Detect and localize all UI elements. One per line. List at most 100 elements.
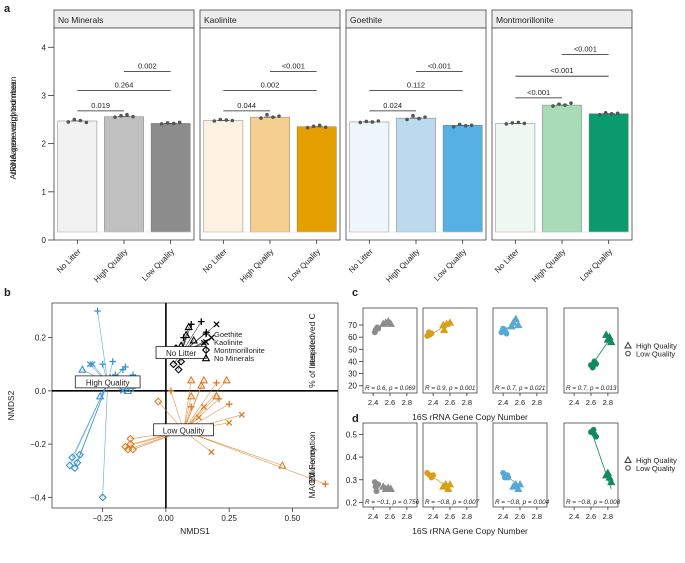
panel-a-point (177, 120, 182, 125)
panel-a-pvalue: 0.024 (383, 101, 402, 110)
panel-a-bar (495, 123, 536, 233)
panel-d-stat: R = −0.1, p = 0.756 (365, 499, 420, 506)
panel-b-spider-line (102, 382, 108, 498)
panel-b-point (212, 391, 221, 400)
panel-d-point-high (607, 477, 616, 486)
panel-b-point (322, 480, 329, 488)
panel-c-ytick-label: 20 (348, 382, 357, 391)
panel-a-xtick-label: Low Quality (432, 247, 468, 283)
panel-b-spider-line (79, 382, 108, 455)
panel-a-ylabel: Abundance weighted mean (8, 76, 18, 179)
panel-b-group-label: No Litter (166, 349, 197, 358)
panel-a-strip-title: Montmorillonite (496, 15, 554, 25)
panel-d-stat: R = −0.8, p = 0.004 (495, 499, 550, 506)
panel-b-point (68, 453, 77, 462)
panel-d-facet-frame (563, 422, 619, 508)
panel-b-spider-line (183, 430, 326, 485)
panel-d-xtick-label: 2.8 (462, 512, 472, 521)
panel-label-a: a (4, 3, 11, 15)
panel-c-facet-frame (563, 307, 619, 394)
panel-d-ytick-label: 0.4 (346, 453, 358, 462)
panel-a-point (457, 122, 462, 127)
panel-b-point (98, 493, 107, 502)
panel-b-point (122, 363, 129, 371)
panel-d-xtick-label: 2.8 (402, 512, 412, 521)
panel-d-xtick-label: 2.4 (428, 512, 438, 521)
panel-b-point (189, 335, 198, 344)
panel-b-group-label-box (74, 375, 141, 389)
panel-d-point-low (430, 472, 437, 479)
panel-c-point-low (589, 364, 596, 371)
panel-a-point (259, 116, 263, 120)
panel-a-point (563, 103, 567, 107)
panel-c-point-high (607, 337, 616, 346)
panel-b-point (198, 318, 205, 325)
panel-a-pvalue: 0.002 (138, 61, 157, 70)
panel-a-point (504, 122, 509, 126)
panel-c-ylabel: % of litter-derived C (307, 313, 317, 388)
panel-a-point (551, 104, 555, 108)
panel-b-point (78, 365, 87, 373)
panel-b-group-label: Low Quality (163, 426, 205, 435)
panel-d-point-low (505, 474, 512, 481)
panel-c-stat: R = 0.9, p = 0.001 (425, 385, 475, 392)
panel-d-facet-frame (422, 422, 478, 508)
panel-c-xtick-label: 2.8 (402, 398, 412, 407)
panel-a-pvalue: <0.001 (550, 66, 573, 75)
panel-a-point (417, 116, 421, 121)
panel-d-ytick-label: 0.5 (346, 430, 358, 439)
panel-a-strip-title: No Minerals (58, 15, 103, 25)
panel-a-point (277, 114, 281, 118)
panel-b-point (89, 361, 96, 368)
panel-b-spider-line (183, 430, 283, 466)
panel-a-xtick-label: High Quality (238, 247, 275, 284)
panel-a-pvalue: <0.001 (574, 45, 597, 54)
panel-a-point (317, 123, 322, 128)
panel-d-legend-label: Low Quality (636, 464, 675, 473)
panel-a-bar (349, 121, 390, 233)
panel-c-point-high (511, 314, 520, 323)
panel-c-xtick-label: 2.4 (569, 398, 579, 407)
panel-c-legend-key (624, 341, 632, 349)
panel-c-point-low (593, 360, 600, 367)
panel-a-point (218, 117, 223, 122)
panel-d-point-high (386, 484, 395, 492)
panel-a-point (405, 117, 409, 122)
panel-b-plot-frame (51, 302, 339, 509)
panel-a-xtick-label: Low Quality (578, 247, 614, 283)
panel-a-point (411, 113, 415, 118)
panel-a-xtick-label: High Quality (530, 247, 567, 284)
panel-a-point (78, 118, 83, 123)
panel-b-legend-label: Montmorillonite (214, 346, 265, 355)
panel-c-ytick-label: 50 (348, 345, 357, 354)
panel-a-point (230, 118, 235, 123)
panel-d-xtick-label: 2.6 (515, 512, 525, 521)
panel-a-point (165, 121, 170, 125)
panel-a-point (609, 111, 614, 116)
panel-c-xtick-label: 2.4 (428, 398, 438, 407)
panel-d-xtick-label: 2.6 (586, 512, 596, 521)
panel-b-point (184, 322, 193, 331)
panel-c-xtick-label: 2.6 (445, 398, 455, 407)
panel-d-stat: R = −0.8, p = 0.007 (425, 499, 480, 506)
panel-b-point (278, 460, 287, 469)
panel-a-xtick-label: No Litter (201, 247, 229, 275)
panel-c-point-high (386, 319, 395, 327)
panel-b-legend-key (201, 345, 211, 355)
panel-a-point (603, 111, 608, 115)
panel-d-xtick-label: 2.4 (368, 512, 378, 521)
panel-d-point-high (514, 484, 523, 492)
panel-d-xtick-label: 2.6 (385, 512, 395, 521)
panel-b-point (95, 391, 105, 400)
panel-a-xtick-label: No Litter (55, 247, 83, 275)
panel-a-ytick-label: 3 (42, 91, 47, 100)
panel-c-point-low (503, 330, 510, 337)
panel-a-ytick-label: 2 (42, 140, 47, 149)
panel-d-xtick-label: 2.6 (445, 512, 455, 521)
panel-b-point (195, 414, 202, 421)
panel-a-point (265, 112, 269, 117)
panel-a-xtick-label: Low Quality (286, 247, 322, 283)
panel-a-pvalue: 0.002 (261, 81, 280, 90)
panel-b-legend-label: Goethite (214, 330, 242, 339)
